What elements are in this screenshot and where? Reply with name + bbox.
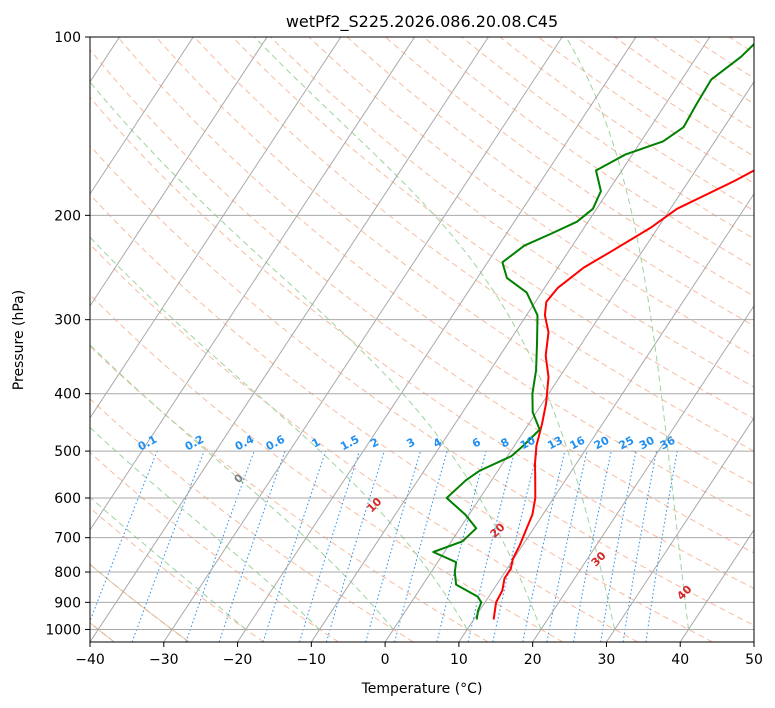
mixing-ratio-line xyxy=(131,450,205,642)
x-tick-label: 20 xyxy=(524,652,542,668)
moist-adiabat xyxy=(90,344,394,630)
mixing-ratio-label: 13 xyxy=(545,434,565,453)
isotherm xyxy=(679,529,754,642)
x-tick-label: 50 xyxy=(745,652,763,668)
x-tick-label: 0 xyxy=(381,652,390,668)
y-axis-label: Pressure (hPa) xyxy=(11,290,27,390)
y-tick-label: 400 xyxy=(54,387,81,403)
y-tick-label: 300 xyxy=(54,313,81,329)
mixing-ratio-line xyxy=(325,450,385,642)
mixing-ratio-line xyxy=(185,450,255,642)
moist-adiabat xyxy=(90,426,320,630)
dry-adiabat xyxy=(90,398,414,642)
dry-adiabat xyxy=(423,37,754,268)
y-tick-label: 200 xyxy=(54,208,81,224)
isotherm xyxy=(90,37,416,531)
y-tick-label: 800 xyxy=(54,565,81,581)
y-tick-label: 900 xyxy=(54,595,81,611)
dry-adiabat xyxy=(155,37,754,485)
x-tick-label: −30 xyxy=(149,652,179,668)
mixing-ratio-label: 10 xyxy=(518,433,538,452)
isotherm xyxy=(163,37,563,642)
plot-frame xyxy=(89,36,755,643)
dry-adiabat xyxy=(576,37,754,157)
mixing-ratio-line xyxy=(365,450,422,642)
mixing-ratio-line xyxy=(645,451,678,642)
mixing-ratio-line xyxy=(218,450,286,642)
mixing-ratio-label: 16 xyxy=(568,434,588,453)
mixing-ratio-line xyxy=(299,450,360,642)
x-axis-label: Temperature (°C) xyxy=(361,681,483,697)
grid-lines xyxy=(90,37,754,642)
mixing-ratio-label: 36 xyxy=(658,434,678,453)
dry-adiabat xyxy=(461,37,754,240)
mixing-ratio-label: 25 xyxy=(617,434,637,453)
y-tick-label: 100 xyxy=(54,30,81,46)
x-axis: −40 −30 −20 −10 0 10 20 30 40 50 xyxy=(75,642,763,668)
dry-adiabat xyxy=(193,37,754,452)
profile-lines xyxy=(432,42,754,620)
x-tick-label: 30 xyxy=(598,652,616,668)
isotherm xyxy=(237,37,637,642)
isotherm xyxy=(90,37,489,642)
chart-title: wetPf2_S225.2026.086.20.08.C45 xyxy=(286,12,558,32)
mixing-ratio-line xyxy=(262,450,327,642)
mixing-ratio-line xyxy=(90,450,158,623)
mixing-ratio-label: 20 xyxy=(592,433,612,452)
dry-adiabat xyxy=(90,49,754,554)
dry-adiabat xyxy=(499,37,754,212)
temperature-line xyxy=(492,169,754,620)
moist-adiabat xyxy=(90,81,542,630)
y-axis: 100 200 300 400 500 600 700 800 900 1000 xyxy=(45,30,90,638)
mixing-ratio-line xyxy=(467,450,516,642)
isotherm xyxy=(458,192,754,642)
mixing-ratio-label: 30 xyxy=(637,434,657,453)
dewpoint-line xyxy=(432,42,754,620)
x-tick-label: −10 xyxy=(297,652,327,668)
y-tick-label: 1000 xyxy=(45,622,81,638)
dry-adiabat xyxy=(384,37,754,297)
isotherm xyxy=(606,417,754,642)
x-tick-label: −20 xyxy=(223,652,253,668)
x-tick-label: 10 xyxy=(450,652,468,668)
dry-adiabat xyxy=(90,144,754,626)
dry-adiabat xyxy=(308,37,754,357)
moist-adiabat xyxy=(90,496,247,630)
dry-adiabat xyxy=(232,37,754,420)
mixing-ratio-line xyxy=(522,450,566,642)
isotherm xyxy=(90,37,268,307)
isotherm xyxy=(90,37,342,419)
isotherm xyxy=(310,37,711,642)
moist-adiabat xyxy=(565,37,689,630)
x-tick-label: 40 xyxy=(671,652,689,668)
y-tick-label: 600 xyxy=(54,491,81,507)
dry-adiabat xyxy=(270,37,754,388)
isotherm xyxy=(384,80,754,642)
x-tick-label: −40 xyxy=(75,652,105,668)
y-tick-label: 700 xyxy=(54,531,81,547)
dry-adiabat xyxy=(90,193,713,642)
isotherm xyxy=(532,304,754,642)
background-lines xyxy=(90,37,754,642)
y-tick-label: 500 xyxy=(54,444,81,460)
dry-adiabat xyxy=(537,37,754,184)
isotherm xyxy=(90,37,194,195)
